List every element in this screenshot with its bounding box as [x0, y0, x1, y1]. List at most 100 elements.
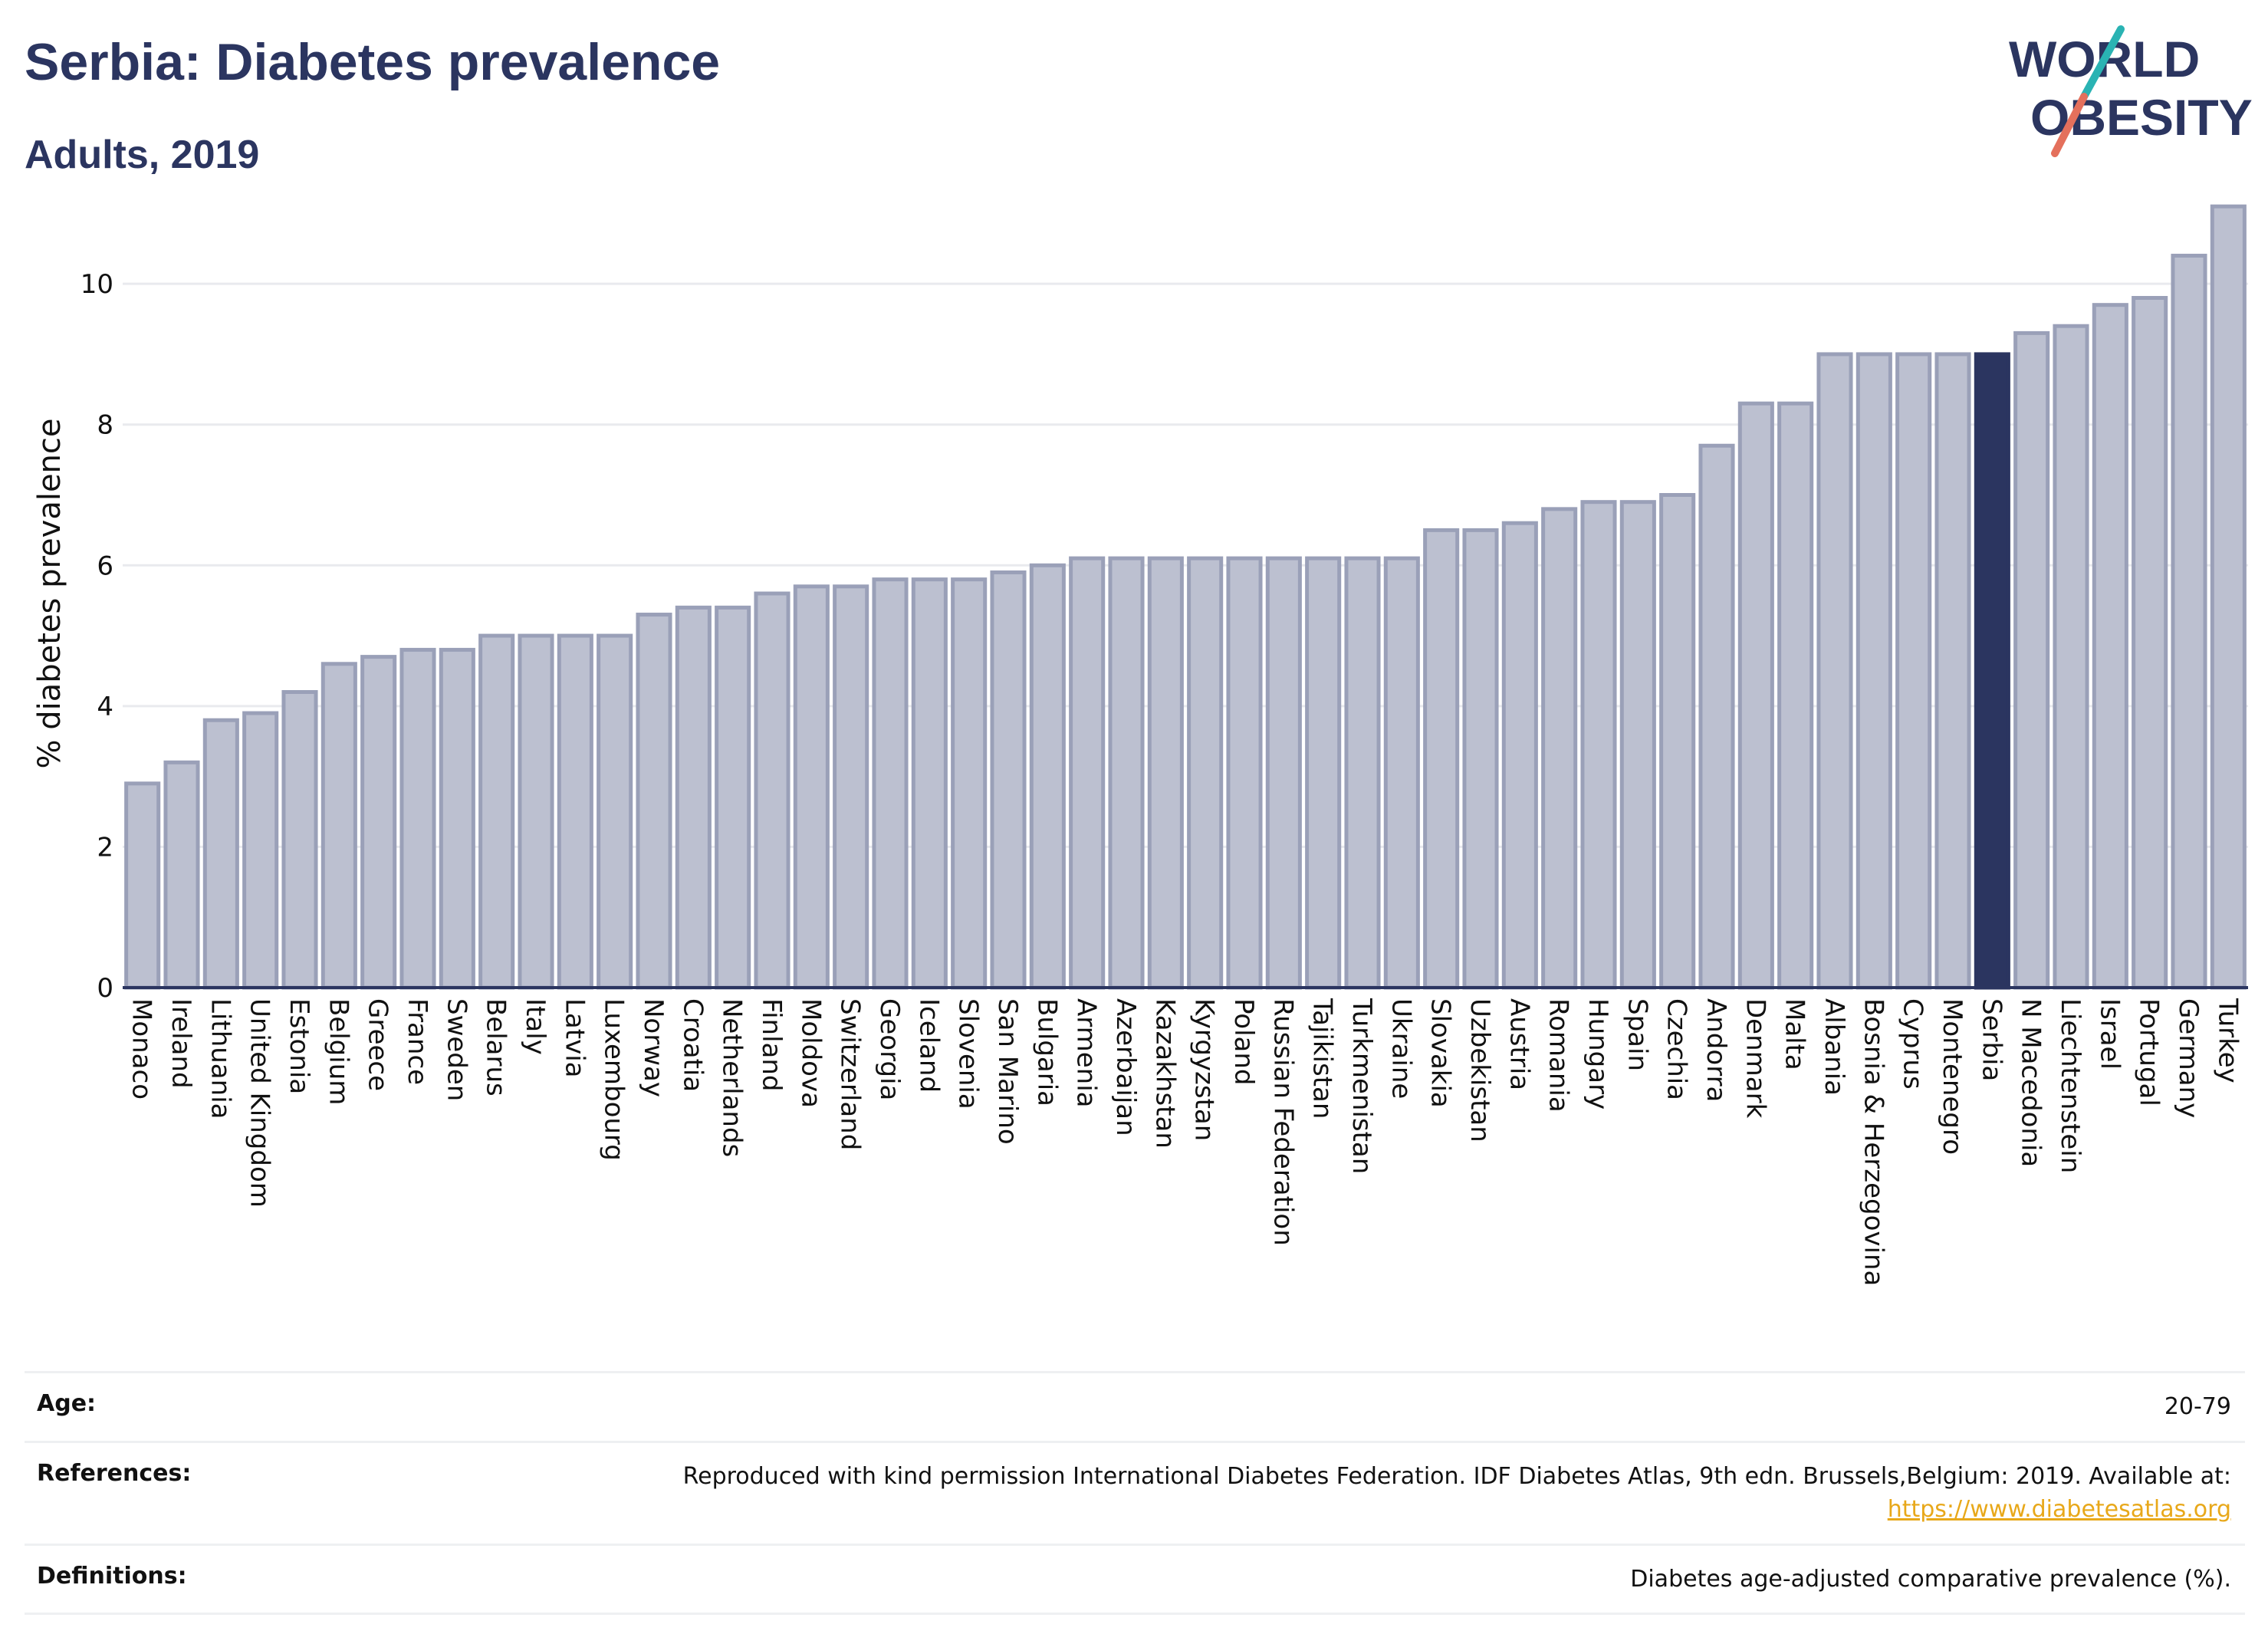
bar-n-macedonia[interactable] [2013, 330, 2050, 990]
x-tick-label: Sweden [441, 998, 472, 1101]
bar-bulgaria[interactable] [1029, 563, 1066, 990]
y-tick-label: 8 [97, 410, 113, 441]
bar-monaco[interactable] [124, 781, 161, 990]
bar-andorra[interactable] [1698, 443, 1735, 990]
bar-slovenia[interactable] [951, 577, 988, 990]
bar-poland[interactable] [1226, 556, 1263, 990]
bar-albania[interactable] [1816, 352, 1853, 990]
y-tick-label: 10 [81, 269, 113, 300]
x-tick-label: France [402, 998, 432, 1085]
x-tick-label: Turkey [2212, 998, 2243, 1083]
x-tick-label: Azerbaijan [1110, 998, 1141, 1136]
axes: 0 2 4 6 8 10 [81, 269, 2248, 1004]
x-tick-label: Uzbekistan [1464, 998, 1495, 1142]
age-label: Age: [37, 1390, 97, 1417]
bar-belgium[interactable] [320, 662, 357, 990]
bar-israel[interactable] [2092, 303, 2128, 990]
x-tick-label: Spain [1622, 998, 1652, 1071]
x-tick-label: Israel [2094, 998, 2125, 1070]
references-value: Reproduced with kind permission Internat… [683, 1460, 2231, 1527]
x-tick-label: Armenia [1071, 998, 1102, 1108]
x-tick-label: Denmark [1740, 998, 1770, 1119]
category-labels: Monaco Ireland Lithuania United Kingdom Esto… [127, 998, 2243, 1286]
x-tick-label: Greece [363, 998, 393, 1091]
bar-montenegro[interactable] [1934, 352, 1971, 990]
bar-luxembourg[interactable] [597, 633, 633, 990]
x-tick-label: Bosnia & Herzegovina [1858, 998, 1888, 1286]
bar-turkmenistan[interactable] [1344, 556, 1381, 990]
bar-serbia[interactable] [1974, 352, 2010, 990]
bar-lithuania[interactable] [202, 718, 239, 990]
bar-azerbaijan[interactable] [1108, 556, 1145, 990]
references-label: References: [37, 1459, 192, 1487]
x-tick-label: Andorra [1701, 998, 1731, 1102]
bar-italy[interactable] [518, 633, 554, 990]
references-link[interactable]: https://www.diabetesatlas.org [1887, 1496, 2231, 1523]
bar-romania[interactable] [1541, 507, 1578, 990]
x-tick-label: Iceland [913, 998, 944, 1093]
definitions-label: Definitions: [37, 1562, 187, 1590]
bar-cyprus[interactable] [1895, 352, 1932, 990]
x-tick-label: Hungary [1583, 998, 1613, 1110]
y-tick-label: 6 [97, 551, 113, 581]
bar-norway[interactable] [636, 613, 672, 990]
chart-title: Serbia: Diabetes prevalence [25, 33, 721, 91]
bar-kazakhstan[interactable] [1147, 556, 1184, 990]
bar-slovakia[interactable] [1423, 528, 1460, 990]
bar-uzbekistan[interactable] [1462, 528, 1499, 990]
x-tick-label: N Macedonia [2016, 998, 2046, 1167]
bar-denmark[interactable] [1737, 401, 1774, 990]
bar-malta[interactable] [1777, 401, 1814, 990]
x-tick-label: Slovenia [953, 998, 984, 1110]
bar-liechtenstein[interactable] [2053, 324, 2089, 990]
x-tick-label: Czechia [1662, 998, 1692, 1100]
references-text: Reproduced with kind permission Internat… [682, 1462, 2231, 1490]
bar-croatia[interactable] [675, 605, 712, 990]
logo-slash-bottom [2051, 93, 2088, 157]
bar-hungary[interactable] [1580, 500, 1617, 990]
y-tick-label: 4 [97, 692, 113, 722]
bar-turkey[interactable] [2210, 204, 2247, 990]
bar-france[interactable] [399, 647, 436, 990]
chart-subtitle: Adults, 2019 [25, 133, 260, 177]
x-tick-label: Moldova [795, 998, 826, 1108]
bar-tajikistan[interactable] [1305, 556, 1342, 990]
x-tick-label: Poland [1228, 998, 1259, 1086]
logo-slash-top [2080, 25, 2125, 100]
bar-iceland[interactable] [911, 577, 948, 990]
bar-kyrgyzstan[interactable] [1187, 556, 1224, 990]
x-tick-label: Romania [1543, 998, 1574, 1113]
bar-greece[interactable] [360, 655, 397, 990]
bar-finland[interactable] [754, 591, 791, 990]
bar-estonia[interactable] [281, 690, 318, 990]
x-tick-label: Italy [520, 998, 551, 1055]
x-tick-label: San Marino [992, 998, 1023, 1145]
bar-spain[interactable] [1619, 500, 1656, 990]
bar-bosnia-herzegovina[interactable] [1855, 352, 1892, 990]
x-tick-label: Austria [1504, 998, 1534, 1090]
bar-latvia[interactable] [557, 633, 593, 990]
bar-russian-federation[interactable] [1265, 556, 1302, 990]
bar-ukraine[interactable] [1383, 556, 1420, 990]
bar-netherlands[interactable] [715, 605, 751, 990]
bar-san-marino[interactable] [990, 570, 1027, 990]
bar-armenia[interactable] [1069, 556, 1106, 990]
x-tick-label: Switzerland [835, 998, 866, 1150]
x-tick-label: Serbia [1976, 998, 2007, 1081]
bar-moldova[interactable] [793, 584, 830, 990]
x-tick-label: Netherlands [717, 998, 748, 1157]
x-tick-label: Monaco [127, 998, 157, 1100]
bar-united-kingdom[interactable] [242, 711, 279, 990]
bar-ireland[interactable] [163, 760, 200, 990]
x-tick-label: Germany [2173, 998, 2204, 1118]
bar-belarus[interactable] [478, 633, 515, 990]
bar-germany[interactable] [2171, 253, 2207, 990]
bar-sweden[interactable] [439, 647, 475, 990]
x-tick-label: Belarus [481, 998, 511, 1096]
age-value: 20-79 [2164, 1393, 2231, 1420]
bar-georgia[interactable] [872, 577, 909, 990]
bar-portugal[interactable] [2132, 296, 2168, 990]
bar-switzerland[interactable] [833, 584, 869, 990]
bar-czechia[interactable] [1659, 493, 1696, 990]
bar-austria[interactable] [1501, 521, 1538, 990]
